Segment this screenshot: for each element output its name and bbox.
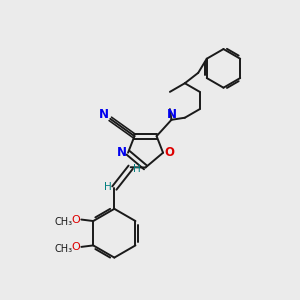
Text: H: H	[104, 182, 112, 192]
Text: CH₃: CH₃	[54, 217, 73, 227]
Text: H: H	[133, 164, 141, 174]
Text: O: O	[71, 242, 80, 252]
Text: N: N	[117, 146, 127, 159]
Text: O: O	[164, 146, 174, 159]
Text: CH₃: CH₃	[54, 244, 73, 254]
Text: O: O	[71, 214, 80, 224]
Text: N: N	[99, 108, 109, 121]
Text: N: N	[167, 108, 176, 121]
